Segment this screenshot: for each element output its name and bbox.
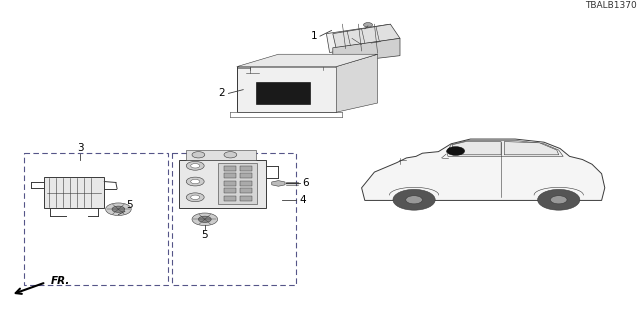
Circle shape (186, 161, 204, 170)
Circle shape (406, 196, 422, 204)
Circle shape (191, 164, 200, 168)
Text: 2: 2 (219, 88, 225, 99)
Polygon shape (186, 150, 256, 159)
Polygon shape (241, 173, 252, 178)
Polygon shape (241, 166, 252, 171)
Polygon shape (333, 38, 400, 64)
Polygon shape (336, 54, 378, 112)
Text: 3: 3 (77, 143, 83, 153)
Circle shape (393, 189, 435, 210)
Circle shape (538, 189, 580, 210)
Polygon shape (272, 180, 285, 186)
Circle shape (192, 213, 218, 226)
Polygon shape (225, 173, 236, 178)
Polygon shape (256, 83, 310, 104)
Polygon shape (44, 177, 104, 208)
Polygon shape (326, 24, 394, 52)
Circle shape (106, 203, 131, 216)
Polygon shape (362, 139, 605, 200)
Polygon shape (225, 196, 236, 201)
Polygon shape (241, 188, 252, 194)
Polygon shape (504, 141, 559, 155)
Polygon shape (218, 163, 257, 204)
Polygon shape (241, 196, 252, 201)
Circle shape (191, 195, 200, 199)
Circle shape (186, 177, 204, 186)
Text: 5: 5 (202, 230, 208, 240)
Polygon shape (447, 140, 563, 156)
Circle shape (192, 152, 205, 158)
Polygon shape (179, 159, 266, 208)
Text: 4: 4 (300, 195, 306, 205)
Polygon shape (225, 188, 236, 194)
Polygon shape (237, 54, 378, 67)
Circle shape (112, 206, 125, 212)
Circle shape (364, 23, 372, 27)
Polygon shape (237, 67, 336, 112)
Circle shape (191, 179, 200, 184)
Circle shape (550, 196, 567, 204)
Circle shape (447, 147, 465, 156)
Circle shape (198, 216, 211, 222)
Polygon shape (225, 166, 236, 171)
Polygon shape (241, 181, 252, 186)
Text: 1: 1 (311, 31, 317, 41)
Text: 6: 6 (302, 179, 308, 188)
Text: TBALB1370: TBALB1370 (585, 1, 637, 10)
Text: FR.: FR. (51, 276, 70, 286)
Polygon shape (452, 141, 501, 155)
Polygon shape (333, 24, 400, 48)
Circle shape (224, 152, 237, 158)
Text: 5: 5 (126, 201, 132, 211)
Polygon shape (225, 181, 236, 186)
Circle shape (186, 193, 204, 202)
